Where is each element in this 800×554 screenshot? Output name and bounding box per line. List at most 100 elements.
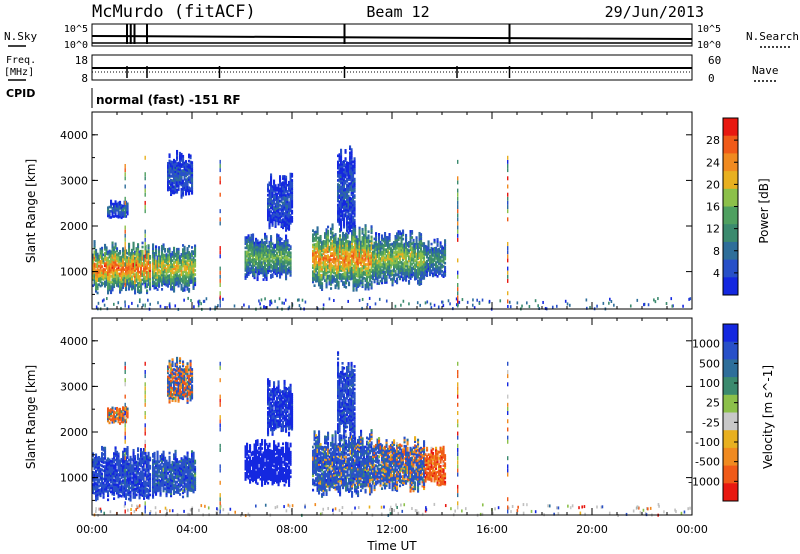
scatter-cell (345, 277, 348, 281)
scatter-cell (354, 228, 357, 232)
scatter-cell (426, 270, 429, 273)
scatter-cell (276, 233, 279, 237)
scatter-cell (105, 275, 108, 278)
scatter-cell (387, 262, 390, 266)
scatter-cell (265, 257, 268, 261)
streak-cell (457, 225, 459, 230)
scatter-cell (367, 267, 370, 270)
scatter-cell (360, 267, 363, 270)
noise-cell (193, 305, 195, 309)
scatter-cell (358, 253, 361, 256)
scatter-cell (411, 258, 414, 262)
scatter-cell (352, 187, 355, 190)
scatter-cell (132, 258, 135, 261)
scatter-cell (360, 248, 363, 252)
scatter-cell (259, 253, 262, 256)
scatter-cell (188, 163, 191, 167)
scatter-cell (280, 266, 283, 270)
scatter-cell (250, 254, 253, 258)
scatter-cell (282, 181, 285, 185)
scatter-cell (318, 279, 321, 283)
scatter-cell (189, 275, 192, 278)
scatter-cell (367, 238, 370, 242)
scatter-cell (111, 245, 114, 249)
scatter-cell (355, 264, 358, 267)
scatter-cell (312, 280, 315, 284)
scatter-cell (321, 255, 324, 259)
scatter-cell (176, 180, 179, 184)
streak-cell (144, 283, 146, 288)
scatter-cell (125, 259, 128, 263)
scatter-cell (339, 269, 342, 272)
scatter-cell (318, 281, 321, 285)
scatter-cell (327, 264, 330, 268)
scatter-cell (173, 169, 176, 172)
scatter-cell (261, 242, 264, 246)
scatter-cell (186, 189, 189, 193)
scatter-cell (188, 273, 191, 277)
scatter-cell (358, 282, 361, 285)
scatter-cell (188, 192, 191, 196)
scatter-cell (349, 206, 352, 210)
scatter-cell (131, 275, 134, 279)
scatter-cell (352, 203, 355, 207)
scatter-cell (384, 248, 387, 252)
scatter-cell (357, 254, 360, 258)
scatter-cell (153, 264, 156, 267)
scatter-cell (185, 285, 188, 288)
scatter-cell (173, 167, 176, 170)
scatter-cell (173, 281, 176, 285)
noise-cell (202, 299, 205, 303)
scatter-cell (291, 195, 294, 199)
scatter-cell (429, 259, 432, 262)
scatter-cell (337, 286, 340, 290)
scatter-cell (394, 253, 397, 257)
scatter-cell (173, 248, 176, 252)
scatter-cell (347, 186, 350, 190)
scatter-cell (189, 279, 192, 282)
scatter-cell (244, 275, 247, 278)
scatter-cell (170, 187, 173, 190)
scatter-cell (328, 239, 331, 243)
scatter-cell (247, 252, 250, 256)
scatter-cell (167, 270, 170, 274)
scatter-cell (415, 254, 418, 258)
streak-cell (124, 184, 126, 189)
scatter-cell (170, 181, 173, 184)
scatter-cell (185, 168, 188, 171)
scatter-cell (177, 258, 180, 261)
scatter-cell (176, 152, 179, 155)
scatter-cell (140, 274, 143, 278)
scatter-cell (417, 257, 420, 260)
scatter-cell (104, 247, 107, 251)
scatter-cell (125, 206, 128, 210)
scatter-cell (430, 265, 433, 268)
scatter-cell (354, 239, 357, 242)
scatter-cell (344, 163, 347, 167)
scatter-cell (360, 281, 363, 285)
scatter-cell (432, 247, 435, 251)
scatter-cell (244, 262, 247, 266)
scatter-cell (250, 240, 253, 243)
streak-cell (124, 237, 126, 242)
scatter-cell (159, 259, 162, 263)
scatter-cell (351, 258, 354, 262)
scatter-cell (144, 265, 147, 269)
scatter-cell (258, 266, 261, 270)
scatter-cell (328, 274, 331, 278)
scatter-cell (330, 283, 333, 286)
scatter-cell (135, 255, 138, 258)
scatter-cell (110, 275, 113, 278)
scatter-cell (262, 243, 265, 247)
scatter-cell (343, 178, 346, 182)
scatter-cell (126, 268, 129, 272)
scatter-cell (273, 181, 276, 185)
scatter-cell (188, 244, 191, 248)
scatter-cell (176, 249, 179, 253)
scatter-cell (357, 240, 360, 243)
scatter-cell (348, 246, 351, 250)
scatter-cell (420, 251, 423, 255)
scatter-cell (396, 236, 399, 240)
scatter-cell (285, 248, 288, 252)
scatter-cell (96, 283, 99, 287)
